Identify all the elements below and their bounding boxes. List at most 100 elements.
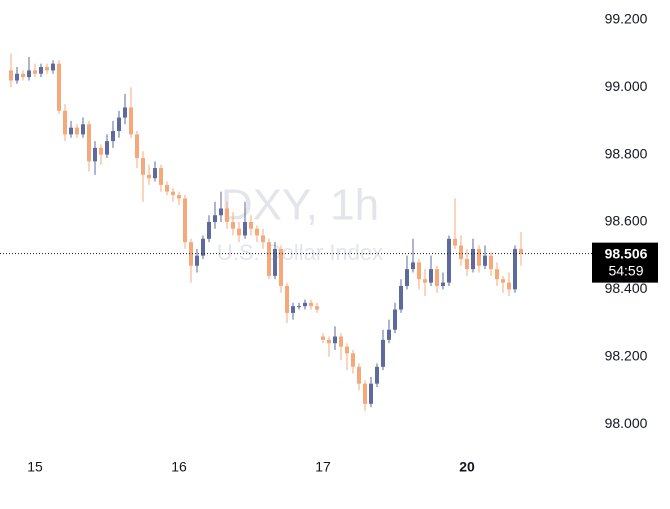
candle-body [27, 70, 31, 78]
candle-body [237, 228, 241, 236]
y-tick-label: 98.000 [605, 415, 648, 431]
candle-body [471, 248, 475, 270]
candle-body [405, 269, 409, 286]
candle-body [279, 248, 283, 286]
last-price-tag [592, 242, 658, 283]
candle-body [21, 73, 25, 78]
candle-body [177, 195, 181, 199]
countdown-label: 54:59 [608, 262, 643, 278]
candle-body [345, 346, 349, 354]
candle-body [333, 336, 337, 344]
candle-body [135, 134, 139, 158]
candle-body [273, 248, 277, 276]
candle-body [297, 306, 301, 308]
candle-body [261, 235, 265, 243]
x-tick-label: 17 [315, 459, 331, 475]
candle-body [321, 336, 325, 340]
candle-body [33, 70, 37, 74]
candle-body [195, 255, 199, 266]
candle-body [141, 157, 145, 175]
candle-body [417, 262, 421, 280]
candle-body [39, 67, 43, 74]
candle-body [489, 255, 493, 270]
watermark-title: DXY, 1h [221, 181, 379, 230]
candle-body [201, 238, 205, 256]
x-tick-label: 16 [171, 459, 187, 475]
candle-body [357, 366, 361, 384]
candle-body [381, 339, 385, 367]
candle-body [75, 127, 79, 135]
y-tick-label: 99.200 [605, 11, 648, 27]
watermark-subtitle: U.S. Dollar Index [217, 240, 383, 265]
candle-body [159, 168, 163, 185]
candle-body [153, 168, 157, 179]
candle-body [399, 285, 403, 310]
candle-body [315, 306, 319, 310]
candle-body [309, 302, 313, 307]
candle-body [507, 282, 511, 290]
candle-body [129, 107, 133, 135]
y-tick-label: 98.400 [605, 280, 648, 296]
candle-body [189, 242, 193, 266]
candle-body [477, 248, 481, 266]
candle-body [291, 306, 295, 313]
x-tick-label: 15 [27, 459, 43, 475]
candle-body [441, 282, 445, 286]
candle-body [219, 208, 223, 216]
candle-body [81, 124, 85, 135]
candle-body [87, 124, 91, 162]
candle-body [423, 279, 427, 283]
last-price-label: 98.506 [605, 245, 648, 261]
candle-body [231, 221, 235, 229]
candle-body [63, 110, 67, 135]
candle-body [69, 127, 73, 135]
candle-body [51, 63, 55, 71]
candle-body [351, 353, 355, 367]
candle-body [363, 383, 367, 404]
candle-body [465, 259, 469, 270]
y-tick-label: 99.000 [605, 78, 648, 94]
candle-body [111, 131, 115, 142]
candle-body [495, 269, 499, 280]
candle-body [459, 245, 463, 260]
candle-body [117, 117, 121, 132]
candle-body [327, 339, 331, 344]
candle-body [207, 221, 211, 239]
candle-body [285, 285, 289, 313]
candle-body [57, 63, 61, 111]
candle-body [483, 255, 487, 266]
candle-body [411, 262, 415, 270]
candle-body [183, 198, 187, 243]
candle-body [501, 279, 505, 283]
candle-body [519, 248, 523, 254]
candle-body [165, 184, 169, 192]
candle-body [9, 70, 13, 81]
candle-body [171, 191, 175, 196]
candle-body [387, 329, 391, 340]
candle-body [105, 141, 109, 155]
candle-body [45, 67, 49, 71]
candle-body [93, 147, 97, 162]
candle-body [447, 238, 451, 283]
candle-body [213, 215, 217, 222]
candle-body [339, 336, 343, 347]
candle-body [243, 221, 247, 236]
candle-body [303, 302, 307, 307]
candle-body [393, 309, 397, 330]
candle-body [255, 228, 259, 236]
candle-body [123, 107, 127, 118]
y-tick-label: 98.800 [605, 145, 648, 161]
candle-body [369, 383, 373, 404]
y-tick-label: 98.200 [605, 347, 648, 363]
candle-body [453, 238, 457, 246]
candle-body [435, 269, 439, 286]
candle-body [225, 208, 229, 222]
candle-body [375, 366, 379, 384]
candle-body [15, 73, 19, 81]
candle-body [249, 221, 253, 229]
candle-body [147, 174, 151, 179]
candle-body [99, 147, 103, 155]
y-tick-label: 98.600 [605, 213, 648, 229]
